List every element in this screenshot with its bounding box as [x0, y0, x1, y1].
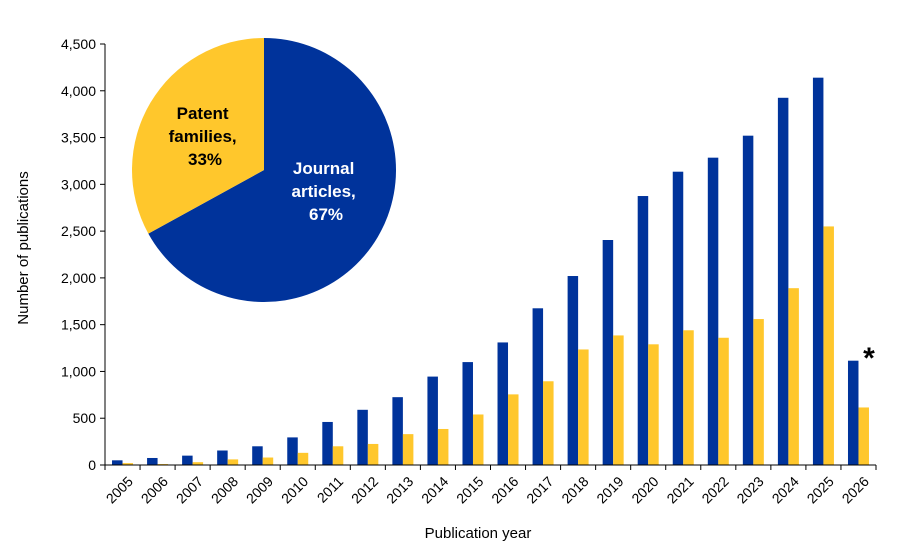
- pie-label-journal-articles: Journal articles, 67%: [292, 159, 361, 224]
- bar-series2-2018: [578, 349, 589, 465]
- x-tick-label-2020: 2020: [628, 473, 661, 506]
- bar-series1-2021: [672, 171, 684, 465]
- bar-series1-2023: [742, 135, 754, 465]
- bar-series2-2015: [472, 414, 484, 465]
- pie-label-patent-line3: 33%: [188, 150, 222, 169]
- x-axis-title: Publication year: [425, 525, 532, 542]
- y-tick-label: 4,500: [61, 36, 96, 52]
- y-tick-label: 1,500: [61, 317, 96, 333]
- bar-series1-2022: [707, 157, 719, 466]
- pie-chart: Journal articles, 67% Patent families, 3…: [132, 38, 397, 302]
- pie-label-patent-line1: Patent: [177, 104, 229, 123]
- annotation-asterisk: *: [863, 342, 875, 375]
- x-ticks: 2005 2006 2007 2008 2009 2010 2011 2012 2013 2014…: [103, 465, 877, 507]
- x-tick-label-2011: 2011: [314, 473, 347, 506]
- y-tick-label: 2,000: [61, 270, 96, 286]
- pie-slice-patent-families: [132, 38, 264, 234]
- pie-label-journal-line1: Journal: [293, 159, 354, 178]
- x-tick-label-2022: 2022: [698, 473, 731, 506]
- bar-series2-2007: [192, 462, 204, 465]
- x-tick-label-2018: 2018: [558, 473, 591, 506]
- x-tick-label-2026: 2026: [839, 473, 872, 506]
- pie-label-patent-families: Patent families, 33%: [169, 104, 242, 169]
- x-tick-label-2025: 2025: [804, 473, 837, 506]
- bar-series1-2005: [112, 460, 123, 465]
- bar-series2-2008: [227, 459, 239, 465]
- bar-series2-2019: [613, 335, 624, 465]
- bar-series2-2009: [262, 457, 274, 465]
- bar-series1-2025: [812, 77, 824, 466]
- x-tick-label-2024: 2024: [769, 473, 802, 506]
- bar-series1-2019: [602, 240, 614, 465]
- x-tick-label-2009: 2009: [243, 473, 276, 506]
- bar-series2-2020: [648, 344, 659, 465]
- pie-label-journal-line3: 67%: [309, 205, 343, 224]
- y-ticks: 0 500 1,000 1,500 2,000 2,500 3,000 3,500 4,000 4…: [61, 36, 105, 473]
- bar-series1-2007: [182, 455, 193, 465]
- bar-series2-2016: [508, 394, 519, 465]
- bar-series1-2015: [462, 362, 473, 465]
- y-tick-label: 500: [73, 410, 97, 426]
- bar-series2-2026: [858, 407, 869, 465]
- pie-slice-journal-articles: [148, 38, 397, 302]
- y-tick-label: 0: [88, 457, 96, 473]
- pie-label-journal-line2: articles,: [292, 182, 356, 201]
- y-tick-label: 4,000: [61, 83, 96, 99]
- y-tick-label: 3,000: [61, 176, 96, 192]
- bar-series2-2012: [367, 443, 379, 465]
- x-tick-label-2006: 2006: [138, 473, 171, 506]
- bar-series1-2018: [567, 276, 579, 465]
- bar-series2-2021: [683, 330, 694, 465]
- y-tick-label: 2,500: [61, 223, 96, 239]
- bar-series2-2017: [543, 381, 554, 465]
- x-tick-label-2023: 2023: [733, 473, 766, 506]
- x-tick-label-2021: 2021: [663, 473, 696, 506]
- bar-series2-2005: [122, 463, 134, 465]
- bar-series1-2024: [777, 97, 789, 465]
- y-tick-label: 3,500: [61, 130, 96, 146]
- y-tick-label: 1,000: [61, 363, 96, 379]
- bar-series2-2022: [718, 337, 729, 465]
- bar-series1-2006: [147, 457, 158, 465]
- bar-series2-2010: [297, 452, 309, 465]
- x-tick-label-2017: 2017: [523, 473, 556, 506]
- x-tick-label-2007: 2007: [173, 473, 206, 506]
- x-tick-label-2010: 2010: [278, 473, 311, 506]
- bar-series1-2010: [287, 437, 298, 465]
- bar-series1-2020: [637, 196, 649, 465]
- bar-series2-2025: [823, 226, 834, 465]
- bar-series2-2024: [788, 288, 799, 465]
- bar-chart: [112, 77, 869, 466]
- bar-series1-2013: [392, 397, 403, 465]
- x-tick-label-2016: 2016: [488, 473, 521, 506]
- bar-series1-2009: [252, 446, 263, 465]
- bar-series1-2011: [322, 421, 333, 465]
- bar-series2-2011: [332, 446, 344, 465]
- x-tick-label-2014: 2014: [418, 473, 451, 506]
- bar-series1-2012: [357, 409, 368, 465]
- bar-series2-2014: [437, 428, 449, 465]
- bar-series1-2016: [497, 342, 509, 465]
- bar-series2-2023: [753, 319, 764, 465]
- x-tick-label-2019: 2019: [593, 473, 626, 506]
- pie-label-patent-line2: families,: [169, 127, 237, 146]
- x-tick-label-2013: 2013: [383, 473, 416, 506]
- bar-series1-2017: [532, 308, 544, 465]
- y-axis-title: Number of publications: [15, 171, 32, 324]
- x-tick-label-2012: 2012: [348, 473, 381, 506]
- x-tick-label-2005: 2005: [103, 473, 136, 506]
- x-tick-label-2015: 2015: [453, 473, 486, 506]
- x-tick-label-2008: 2008: [208, 473, 241, 506]
- bar-series1-2008: [217, 450, 228, 465]
- bar-series1-2026: [847, 360, 859, 465]
- bar-series1-2014: [427, 376, 438, 465]
- bar-series2-2013: [402, 434, 414, 465]
